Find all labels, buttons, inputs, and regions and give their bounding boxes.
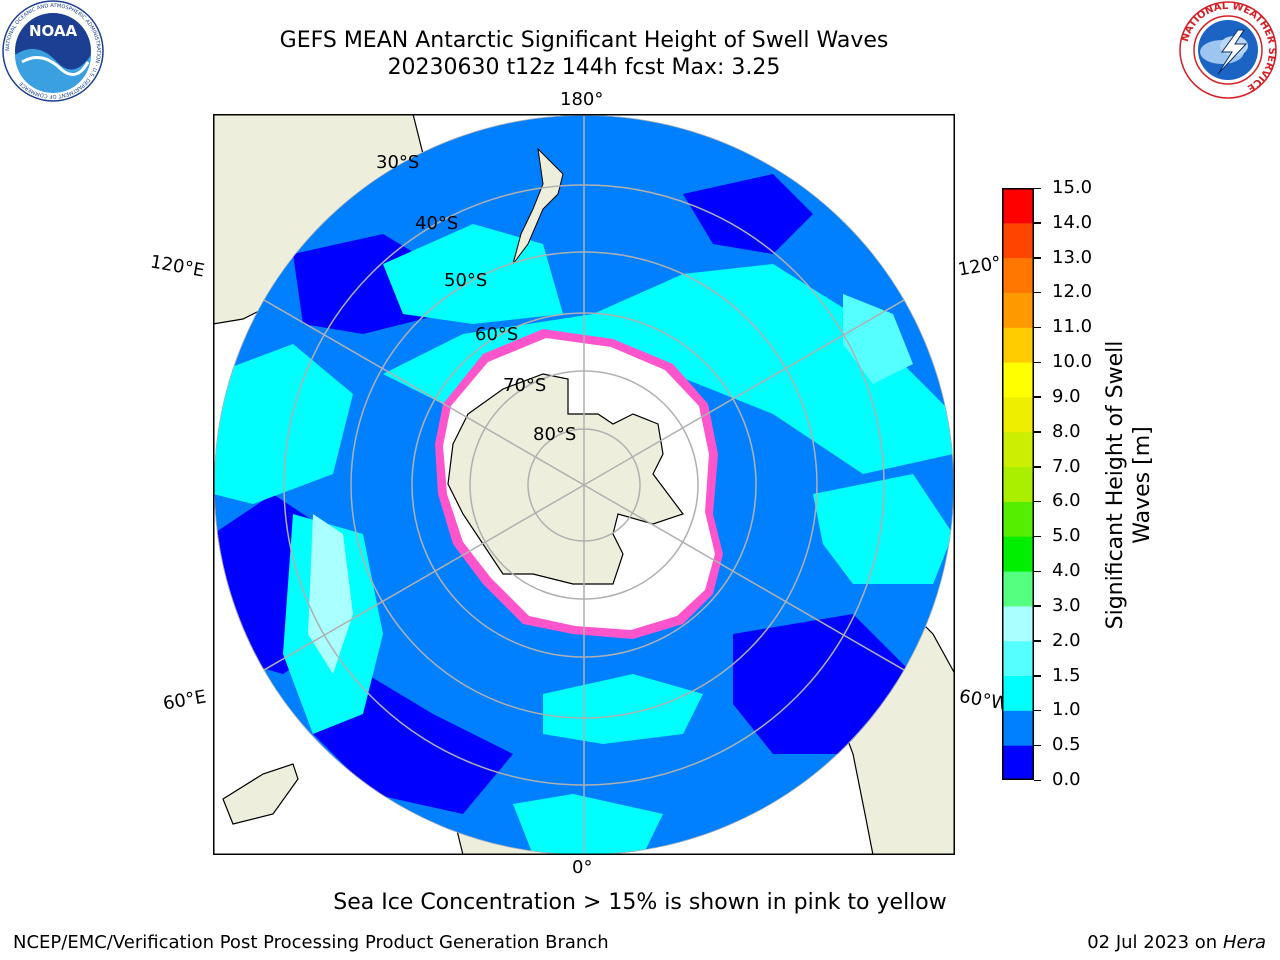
colorbar-segment (1002, 536, 1034, 572)
colorbar-tick-mark (1034, 675, 1041, 677)
lon-label-120w: 120° (956, 252, 1003, 281)
colorbar-segment (1002, 571, 1034, 607)
noaa-logo-text: NOAA (29, 22, 78, 40)
colorbar-tick-label: 0.0 (1052, 769, 1081, 790)
colorbar-segment (1002, 605, 1034, 642)
colorbar-tick-label: 14.0 (1052, 211, 1093, 233)
footer-date-text: 02 Jul 2023 on (1087, 932, 1223, 953)
colorbar-segment (1002, 675, 1034, 711)
colorbar-tick-label: 12.0 (1052, 281, 1093, 303)
colorbar-segment (1002, 257, 1034, 293)
high-swell-region (214, 344, 353, 504)
colorbar-tick-mark (1034, 605, 1041, 607)
footer-date: 02 Jul 2023 on Hera (1087, 932, 1266, 953)
colorbar-tick-mark (1034, 779, 1041, 781)
colorbar-segment (1002, 640, 1034, 677)
colorbar-tick-mark (1034, 291, 1041, 294)
colorbar-tick-mark (1034, 326, 1041, 329)
colorbar-segment (1002, 710, 1034, 746)
colorbar-tick-mark (1034, 709, 1041, 712)
nws-logo: NATIONAL WEATHER SERVICE (1179, 1, 1277, 99)
graticule (214, 115, 954, 855)
lon-label-0: 0° (572, 857, 593, 878)
chart-subtitle: 20230630 t12z 144h fcst Max: 3.25 (387, 55, 781, 80)
colorbar-tick-mark (1034, 466, 1041, 468)
colorbar-tick-mark (1034, 431, 1041, 433)
colorbar-tick-mark (1034, 361, 1041, 364)
colorbar-label-line1: Significant Height of Swell (1103, 340, 1128, 630)
lon-label-120e: 120°E (148, 251, 207, 282)
colorbar-segment (1002, 222, 1034, 259)
footer-host: Hera (1222, 932, 1266, 953)
lat-label-40s: 40°S (415, 213, 459, 234)
colorbar-tick-mark (1034, 257, 1041, 259)
colorbar-segment (1002, 745, 1034, 780)
colorbar-tick-label: 8.0 (1052, 420, 1081, 442)
sea-ice-note: Sea Ice Concentration > 15% is shown in … (333, 890, 947, 915)
colorbar-tick-label: 1.0 (1052, 699, 1081, 721)
madagascar-land (222, 763, 299, 825)
colorbar-segment (1002, 396, 1034, 433)
colorbar (1002, 188, 1034, 780)
colorbar-tick-label: 13.0 (1052, 246, 1093, 268)
very-high-swell-region (308, 514, 353, 674)
colorbar-frame (1002, 188, 1034, 780)
colorbar-tick-label: 3.0 (1052, 594, 1081, 616)
antarctica-land (447, 373, 684, 585)
colorbar-tick-mark (1034, 640, 1041, 642)
colorbar-tick-mark (1034, 187, 1041, 189)
colorbar-segment (1002, 188, 1034, 224)
colorbar-tick-label: 5.0 (1052, 525, 1081, 547)
colorbar-segment (1002, 292, 1034, 328)
colorbar-tick-mark (1034, 570, 1041, 573)
noaa-logo: NOAA NATIONAL OCEANIC AND ATMOSPHERIC AD… (2, 0, 104, 102)
colorbar-tick-mark (1034, 500, 1041, 503)
colorbar-tick-label: 11.0 (1052, 316, 1093, 338)
footer-credit: NCEP/EMC/Verification Post Processing Pr… (13, 932, 609, 953)
colorbar-tick-label: 4.0 (1052, 560, 1081, 582)
high-swell-region (543, 674, 703, 744)
colorbar-segment (1002, 466, 1034, 502)
colorbar-tick-label: 1.5 (1052, 664, 1081, 686)
colorbar-tick-label: 6.0 (1052, 490, 1081, 512)
very-high-swell-region (843, 294, 913, 384)
lat-label-70s: 70°S (503, 375, 547, 396)
colorbar-tick-mark (1034, 744, 1041, 747)
colorbar-tick-label: 7.0 (1052, 455, 1081, 477)
colorbar-label: Significant Height of Swell Waves [m] (1102, 341, 1156, 630)
colorbar-tick-label: 2.0 (1052, 629, 1081, 651)
colorbar-segment (1002, 431, 1034, 468)
colorbar-tick-mark (1034, 535, 1041, 538)
colorbar-segment (1002, 362, 1034, 398)
high-swell-region (513, 794, 663, 855)
colorbar-tick-label: 10.0 (1052, 351, 1093, 373)
colorbar-tick-mark (1034, 396, 1041, 398)
new-zealand-land (512, 147, 564, 265)
lat-label-30s: 30°S (376, 152, 420, 173)
colorbar-label-line2: Waves [m] (1130, 426, 1155, 544)
lon-label-180: 180° (560, 89, 604, 110)
lon-label-60e: 60°E (161, 686, 208, 715)
colorbar-segment (1002, 327, 1034, 363)
colorbar-segment (1002, 501, 1034, 537)
low-swell-region (683, 174, 813, 254)
lat-label-60s: 60°S (475, 324, 519, 345)
lat-label-80s: 80°S (533, 424, 577, 445)
colorbar-tick-label: 9.0 (1052, 385, 1081, 407)
lat-label-50s: 50°S (444, 270, 488, 291)
colorbar-tick-mark (1034, 222, 1041, 224)
high-swell-region (813, 474, 953, 584)
chart-title: GEFS MEAN Antarctic Significant Height o… (279, 28, 889, 53)
colorbar-tick-label: 0.5 (1052, 734, 1081, 756)
colorbar-tick-label: 15.0 (1052, 177, 1093, 198)
polar-map (213, 114, 955, 855)
